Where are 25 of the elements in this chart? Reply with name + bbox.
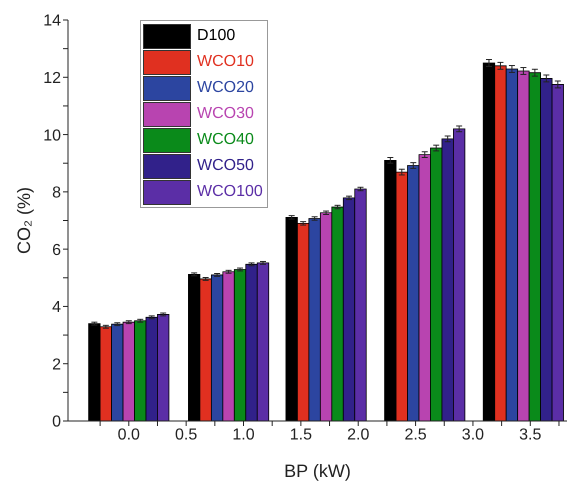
y-tick-label: 12 xyxy=(43,70,62,87)
legend-label: WCO10 xyxy=(197,53,254,71)
legend-label: WCO40 xyxy=(197,131,254,149)
x-tick-label: 2.0 xyxy=(347,426,370,444)
y-tick-label: 14 xyxy=(43,12,62,30)
y-tick-label: 8 xyxy=(52,184,62,202)
legend-label: D100 xyxy=(197,27,236,45)
x-tick-label: 0.0 xyxy=(118,426,140,444)
x-tick-label: 3.0 xyxy=(462,426,484,444)
x-tick-label: 1.0 xyxy=(232,426,255,444)
y-axis-title: CO₂ (%) xyxy=(14,187,34,254)
legend-label: WCO20 xyxy=(197,79,254,97)
x-tick-label: 1.5 xyxy=(290,426,312,444)
legend-label: WCO30 xyxy=(197,105,254,123)
y-tick-label: 4 xyxy=(52,299,62,316)
y-tick-label: 6 xyxy=(52,242,62,259)
legend-label: WCO100 xyxy=(197,183,263,201)
x-tick-label: 0.5 xyxy=(175,426,198,444)
y-tick-label: 10 xyxy=(43,127,62,144)
legend-label: WCO50 xyxy=(197,157,254,175)
y-tick-label: 2 xyxy=(52,356,62,374)
y-tick-label: 0 xyxy=(52,414,62,431)
x-tick-label: 3.5 xyxy=(519,426,542,444)
x-tick-label: 2.5 xyxy=(404,426,427,444)
x-axis-title: BP (kW) xyxy=(284,461,351,481)
